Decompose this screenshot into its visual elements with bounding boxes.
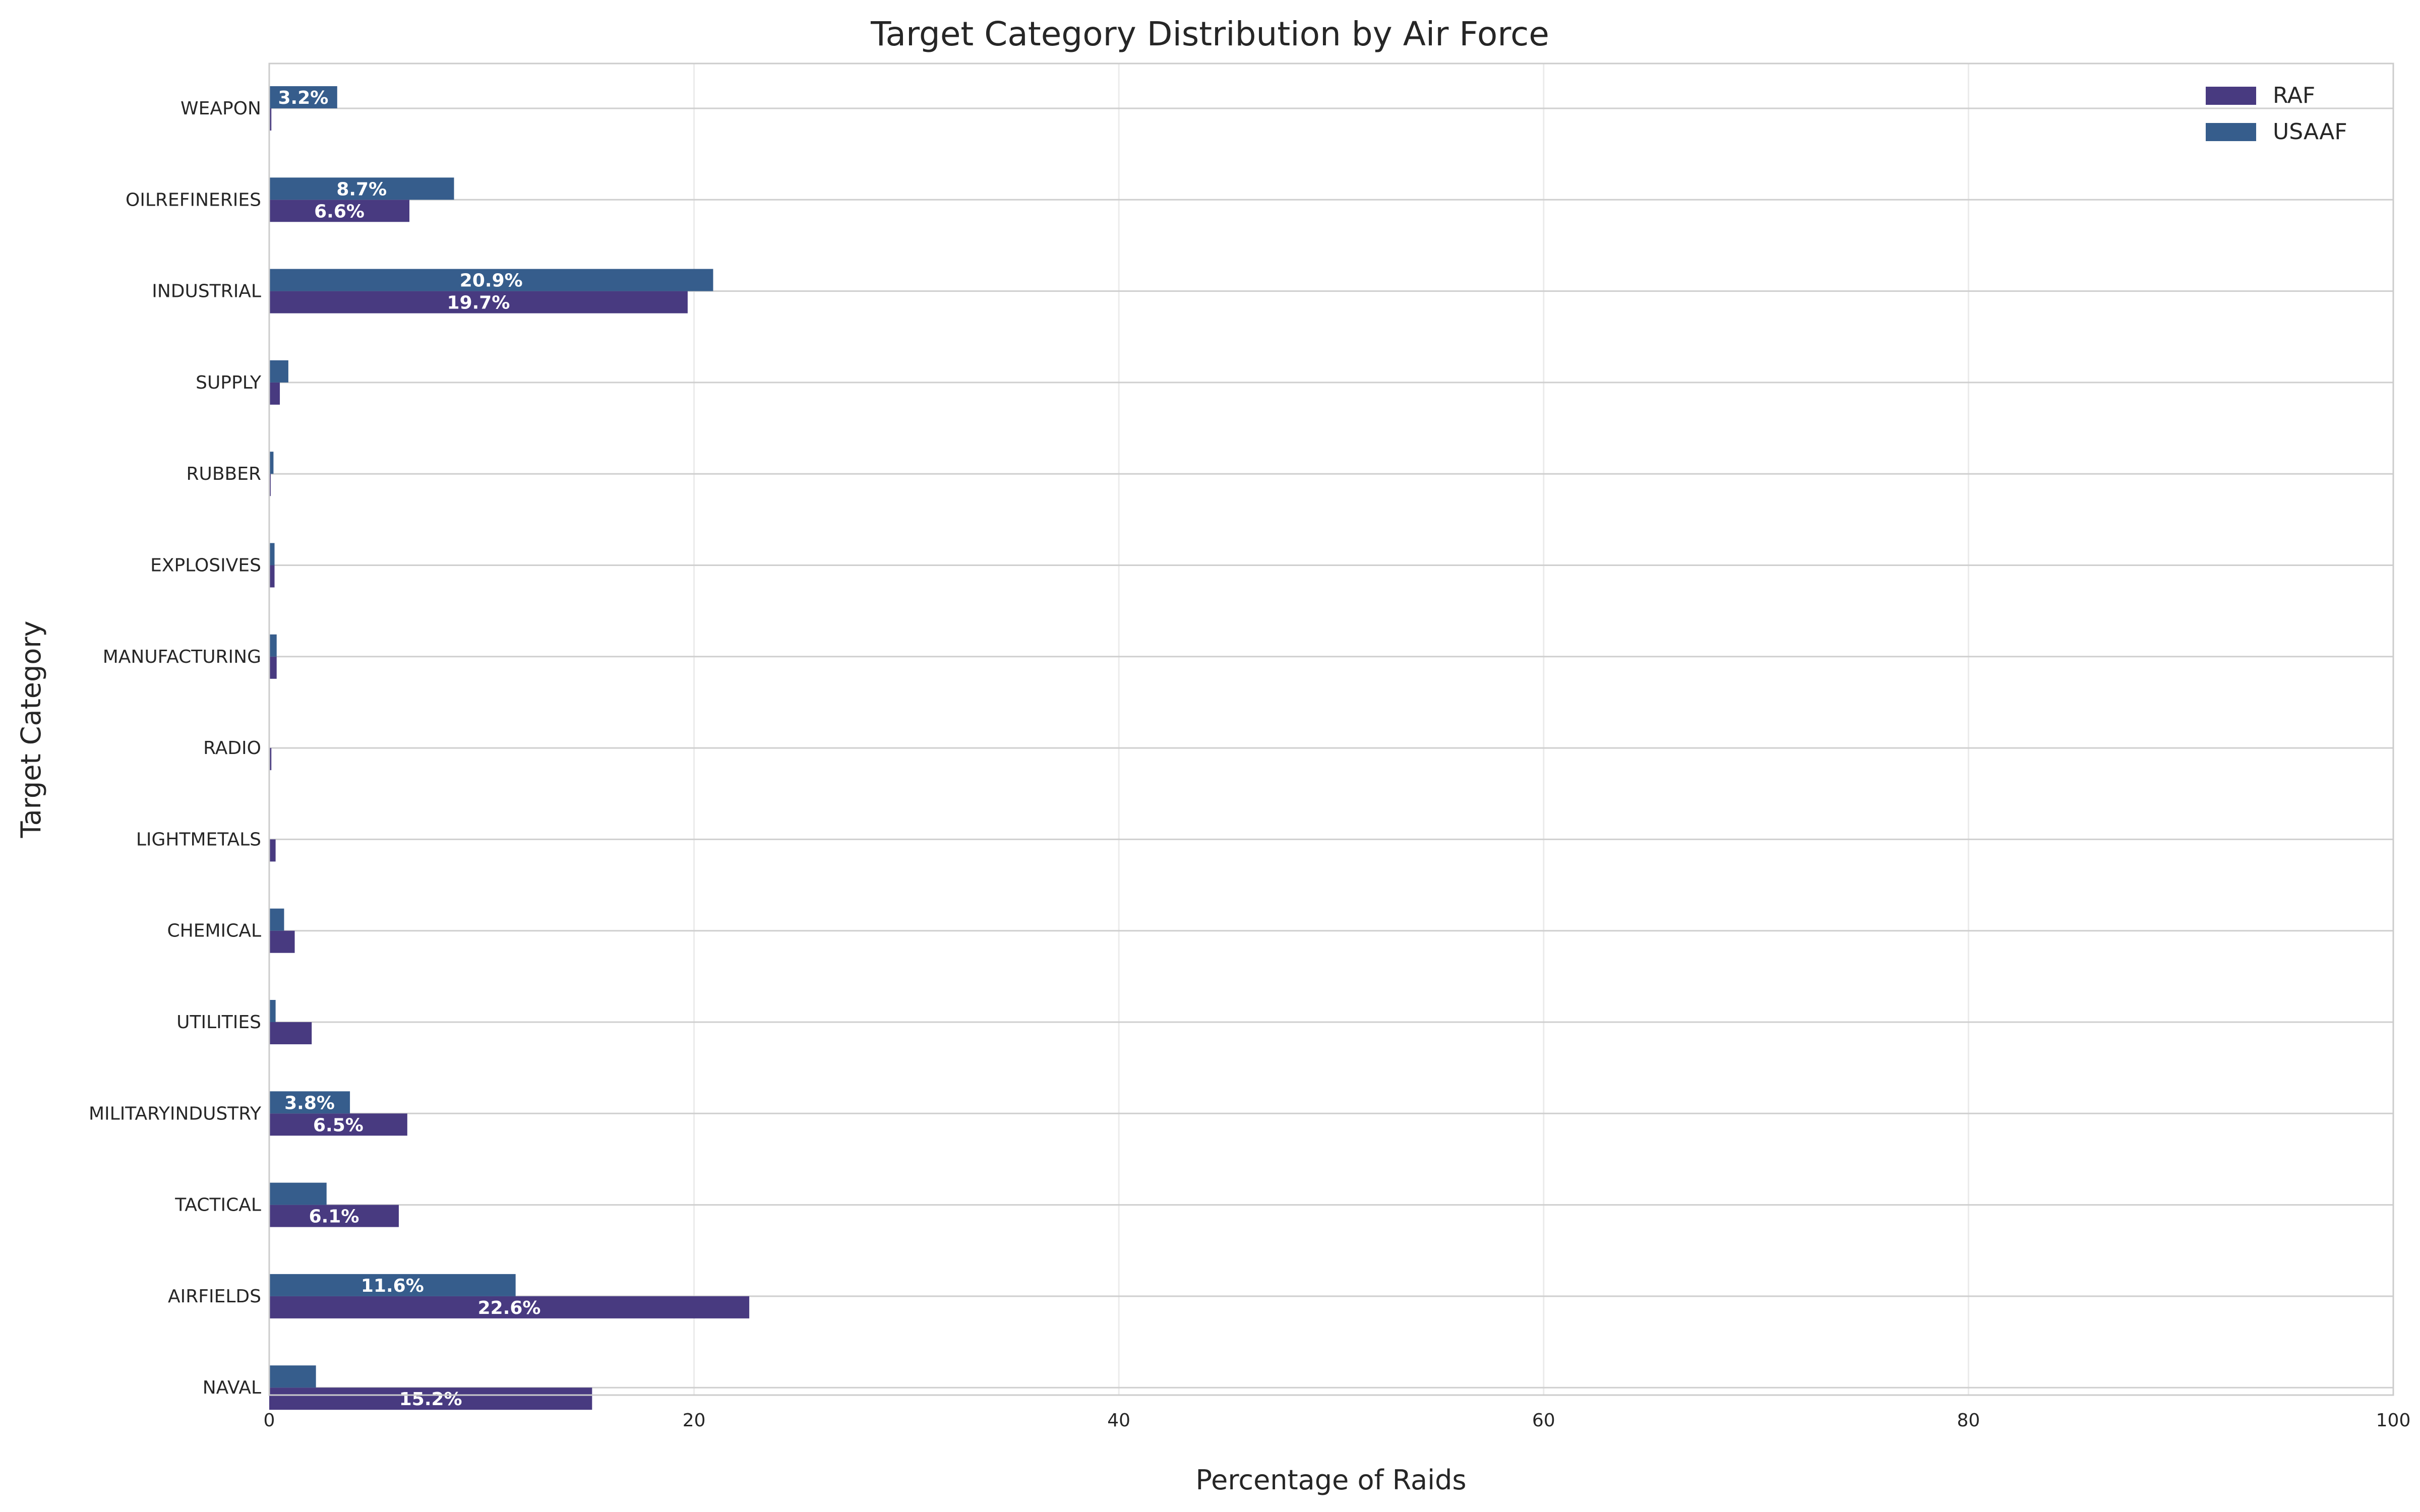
y-tick-label: MANUFACTURING bbox=[103, 647, 261, 667]
bar-raf-weapon bbox=[269, 108, 272, 131]
x-tick-label: 100 bbox=[2376, 1410, 2411, 1431]
data-label-raf-airfields: 22.6% bbox=[478, 1298, 541, 1318]
bar-usaaf-tactical bbox=[269, 1182, 327, 1205]
bar-usaaf-chemical bbox=[269, 908, 284, 931]
bar-raf-tactical bbox=[269, 1205, 399, 1227]
x-tick-label: 80 bbox=[1957, 1410, 1980, 1431]
y-tick-label: SUPPLY bbox=[196, 372, 262, 393]
bar-raf-manufacturing bbox=[269, 656, 277, 679]
legend-swatch-raf bbox=[2206, 87, 2256, 105]
y-axis-label: Target Category bbox=[15, 621, 47, 839]
bar-usaaf-industrial bbox=[269, 269, 713, 291]
y-tick-label: AIRFIELDS bbox=[168, 1286, 261, 1307]
y-tick-label: WEAPON bbox=[180, 98, 261, 119]
legend: RAF USAAF bbox=[2206, 83, 2347, 145]
bar-usaaf-naval bbox=[269, 1365, 316, 1388]
bar-usaaf-utilities bbox=[269, 1000, 276, 1022]
bar-usaaf-weapon bbox=[269, 86, 337, 108]
data-label-usaaf-industrial: 20.9% bbox=[460, 271, 523, 291]
data-label-raf-oilrefineries: 6.6% bbox=[314, 201, 365, 222]
y-tick-label: MILITARYINDUSTRY bbox=[89, 1103, 262, 1124]
data-label-raf-industrial: 19.7% bbox=[447, 293, 510, 313]
y-axis-ticks: NAVAL AIRFIELDS TACTICAL MILITARYINDUSTRY UT… bbox=[89, 98, 262, 1398]
y-tick-label: RUBBER bbox=[186, 464, 261, 484]
bar-raf-oilrefineries bbox=[269, 200, 410, 222]
bar-usaaf-airfields bbox=[269, 1274, 516, 1296]
bar-usaaf-militaryindustry bbox=[269, 1091, 350, 1114]
bar-raf-explosives bbox=[269, 565, 275, 588]
y-tick-label: INDUSTRIAL bbox=[152, 281, 261, 302]
x-tick-label: 40 bbox=[1107, 1410, 1130, 1431]
x-tick-label: 0 bbox=[264, 1410, 275, 1431]
bar-raf-supply bbox=[269, 382, 280, 405]
bar-raf-radio bbox=[269, 748, 272, 771]
plot-frame bbox=[268, 62, 2394, 1396]
legend-label-raf: RAF bbox=[2273, 83, 2315, 108]
data-label-usaaf-oilrefineries: 8.7% bbox=[336, 179, 387, 200]
bar-usaaf-explosives bbox=[269, 543, 275, 565]
legend-swatch-usaaf bbox=[2206, 123, 2256, 141]
bar-usaaf-oilrefineries bbox=[269, 177, 454, 200]
data-label-usaaf-airfields: 11.6% bbox=[361, 1276, 424, 1296]
data-label-raf-naval: 15.2% bbox=[399, 1389, 462, 1410]
data-label-raf-militaryindustry: 6.5% bbox=[313, 1115, 364, 1136]
bars bbox=[269, 86, 750, 1410]
bar-raf-naval bbox=[269, 1388, 592, 1410]
y-tick-label: LIGHTMETALS bbox=[136, 829, 261, 850]
bar-labels: 15.2% 22.6% 6.1% 6.5% 19.7% 6.6% 11.6% 3.8% 20.9… bbox=[278, 88, 540, 1410]
bar-raf-airfields bbox=[269, 1296, 750, 1318]
y-tick-label: RADIO bbox=[203, 738, 261, 759]
y-tick-label: EXPLOSIVES bbox=[150, 555, 261, 576]
bar-usaaf-supply bbox=[269, 360, 288, 383]
x-axis-label: Percentage of Raids bbox=[1196, 1464, 1467, 1496]
bar-usaaf-rubber bbox=[269, 452, 274, 474]
data-label-usaaf-militaryindustry: 3.8% bbox=[284, 1093, 335, 1113]
y-tick-label: UTILITIES bbox=[176, 1012, 261, 1033]
x-axis-ticks: 0 20 40 60 80 100 bbox=[264, 1410, 2411, 1431]
bar-raf-chemical bbox=[269, 930, 295, 953]
y-tick-label: TACTICAL bbox=[174, 1195, 261, 1216]
bar-usaaf-manufacturing bbox=[269, 634, 277, 657]
data-label-raf-tactical: 6.1% bbox=[309, 1207, 359, 1227]
chart-title: Target Category Distribution by Air Forc… bbox=[870, 15, 1549, 53]
legend-label-usaaf: USAAF bbox=[2273, 119, 2347, 145]
y-tick-label: NAVAL bbox=[203, 1377, 261, 1398]
bar-raf-lightmetals bbox=[269, 839, 276, 862]
y-tick-label: OILREFINERIES bbox=[126, 190, 261, 210]
x-tick-label: 20 bbox=[683, 1410, 706, 1431]
plot-area bbox=[269, 64, 2393, 1395]
bar-raf-industrial bbox=[269, 291, 688, 313]
x-tick-label: 60 bbox=[1532, 1410, 1555, 1431]
bar-raf-utilities bbox=[269, 1022, 312, 1044]
data-label-usaaf-weapon: 3.2% bbox=[278, 88, 328, 108]
bar-raf-militaryindustry bbox=[269, 1113, 407, 1136]
y-tick-label: CHEMICAL bbox=[167, 921, 261, 941]
